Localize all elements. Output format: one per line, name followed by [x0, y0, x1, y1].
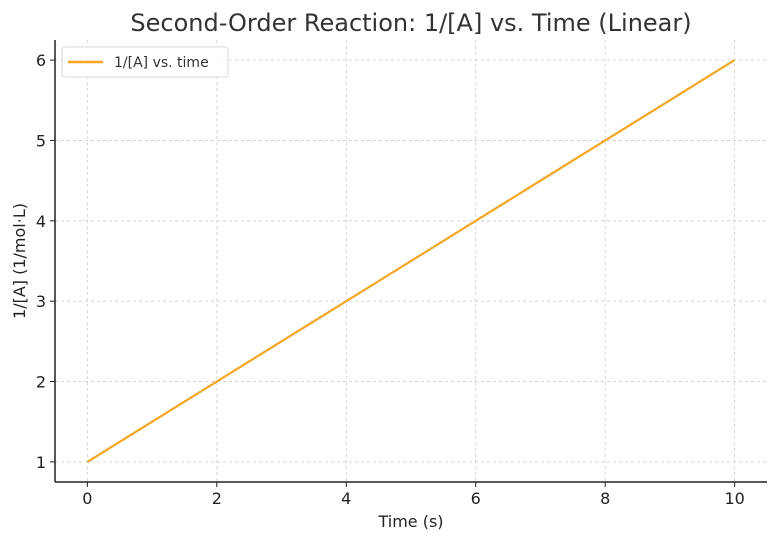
x-tick-label: 6 — [471, 489, 481, 508]
axes — [54, 40, 767, 483]
x-tick-label: 8 — [600, 489, 610, 508]
x-tick-label: 10 — [724, 489, 744, 508]
series-line — [86, 59, 736, 463]
legend: 1/[A] vs. time — [61, 46, 229, 78]
x-axis-label: Time (s) — [377, 512, 443, 531]
x-tick-label: 4 — [341, 489, 351, 508]
y-tick-label: 2 — [36, 373, 46, 392]
x-tick-label: 2 — [212, 489, 222, 508]
y-tick-label: 6 — [36, 51, 46, 70]
y-tick-label: 4 — [36, 212, 46, 231]
y-tick-label: 3 — [36, 292, 46, 311]
y-tick-label: 5 — [36, 131, 46, 150]
x-tick-label: 0 — [82, 489, 92, 508]
y-tick-label: 1 — [36, 453, 46, 472]
y-axis-ticks: 1 2 3 4 5 6 — [36, 51, 55, 472]
legend-label: 1/[A] vs. time — [114, 55, 209, 71]
chart-title: Second-Order Reaction: 1/[A] vs. Time (L… — [130, 9, 691, 37]
grid-lines — [55, 40, 767, 482]
y-axis-label: 1/[A] (1/mol·L) — [10, 203, 29, 319]
legend-box — [61, 46, 229, 78]
x-axis-ticks: 0 2 4 6 8 10 — [82, 482, 745, 508]
data-series — [86, 59, 736, 463]
